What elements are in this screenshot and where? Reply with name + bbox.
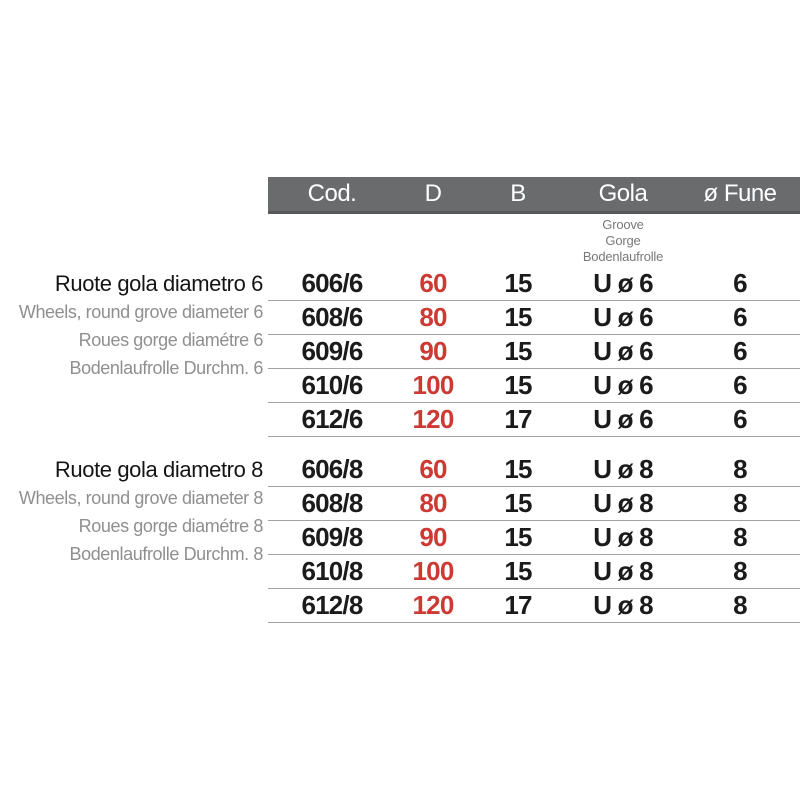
cell-d: 100 <box>412 556 455 586</box>
column-header-b: B <box>510 180 526 207</box>
table-row: 609/6 90 15 U ø 6 6 <box>268 335 800 369</box>
cell-gola: U ø 6 <box>593 302 653 332</box>
column-header-gola: Gola <box>598 180 648 207</box>
cell-b: 17 <box>504 404 532 434</box>
cell-b: 15 <box>504 302 532 332</box>
gola-subtitle-fr: Gorge <box>605 233 641 248</box>
cell-fune: 8 <box>733 590 747 620</box>
cell-d: 80 <box>419 302 447 332</box>
cell-b: 15 <box>504 522 532 552</box>
section-title: Ruote gola diametro 8 <box>54 457 263 482</box>
table-row: 606/6 60 15 U ø 6 6 <box>268 267 800 301</box>
table-row: 612/6 120 17 U ø 6 6 <box>268 403 800 437</box>
cell-cod: 610/6 <box>301 370 363 400</box>
cell-fune: 6 <box>733 370 747 400</box>
cell-gola: U ø 8 <box>593 590 653 620</box>
section-labels-diam8: Ruote gola diametro 8 Wheels, round grov… <box>0 455 264 568</box>
table-row: 610/6 100 15 U ø 6 6 <box>268 369 800 403</box>
cell-gola: U ø 6 <box>593 404 653 434</box>
cell-d: 100 <box>412 370 455 400</box>
cell-b: 17 <box>504 590 532 620</box>
spec-table-diam8: 606/8 60 15 U ø 8 8 608/8 80 15 U ø 8 8 … <box>268 453 800 623</box>
cell-gola: U ø 6 <box>593 336 653 366</box>
cell-cod: 606/6 <box>301 268 363 298</box>
cell-fune: 6 <box>733 404 747 434</box>
section-subtitle-de: Bodenlaufrolle Durchm. 8 <box>69 544 263 564</box>
gola-subtitle-en: Groove <box>602 217 644 232</box>
cell-b: 15 <box>504 488 532 518</box>
table-row: 612/8 120 17 U ø 8 8 <box>268 589 800 623</box>
cell-b: 15 <box>504 454 532 484</box>
cell-cod: 608/8 <box>301 488 363 518</box>
cell-d: 60 <box>419 268 447 298</box>
spec-table-diam6: 606/6 60 15 U ø 6 6 608/6 80 15 U ø 6 6 … <box>268 267 800 437</box>
table-row: 608/6 80 15 U ø 6 6 <box>268 301 800 335</box>
cell-b: 15 <box>504 556 532 586</box>
column-header-fune: ø Fune <box>703 180 777 207</box>
section-subtitle-fr: Roues gorge diamétre 8 <box>78 516 264 536</box>
table-header-bar: Cod. D B Gola ø Fune <box>268 177 800 214</box>
cell-d: 120 <box>412 590 455 620</box>
cell-gola: U ø 8 <box>593 522 653 552</box>
cell-cod: 612/6 <box>301 404 363 434</box>
table-row: 608/8 80 15 U ø 8 8 <box>268 487 800 521</box>
cell-cod: 609/6 <box>301 336 363 366</box>
section-labels-diam6: Ruote gola diametro 6 Wheels, round grov… <box>0 269 264 382</box>
table-row: 610/8 100 15 U ø 8 8 <box>268 555 800 589</box>
section-subtitle-en: Wheels, round grove diameter 8 <box>18 488 264 508</box>
cell-fune: 6 <box>733 302 747 332</box>
table-row: 609/8 90 15 U ø 8 8 <box>268 521 800 555</box>
cell-b: 15 <box>504 336 532 366</box>
section-title: Ruote gola diametro 6 <box>54 271 263 296</box>
cell-d: 90 <box>419 336 447 366</box>
cell-gola: U ø 8 <box>593 488 653 518</box>
cell-cod: 608/6 <box>301 302 363 332</box>
cell-cod: 609/8 <box>301 522 363 552</box>
cell-b: 15 <box>504 268 532 298</box>
cell-d: 90 <box>419 522 447 552</box>
cell-fune: 8 <box>733 556 747 586</box>
column-header-d: D <box>424 180 442 207</box>
cell-fune: 6 <box>733 336 747 366</box>
cell-fune: 8 <box>733 488 747 518</box>
section-subtitle-fr: Roues gorge diamétre 6 <box>78 330 264 350</box>
cell-gola: U ø 6 <box>593 370 653 400</box>
cell-gola: U ø 8 <box>593 556 653 586</box>
cell-cod: 610/8 <box>301 556 363 586</box>
cell-fune: 6 <box>733 268 747 298</box>
cell-gola: U ø 6 <box>593 268 653 298</box>
gola-subheader: Groove Gorge Bodenlaufrolle <box>566 217 680 265</box>
cell-fune: 8 <box>733 522 747 552</box>
cell-d: 80 <box>419 488 447 518</box>
section-subtitle-en: Wheels, round grove diameter 6 <box>18 302 264 322</box>
cell-fune: 8 <box>733 454 747 484</box>
cell-cod: 612/8 <box>301 590 363 620</box>
cell-d: 120 <box>412 404 455 434</box>
cell-gola: U ø 8 <box>593 454 653 484</box>
gola-subtitle-de: Bodenlaufrolle <box>582 249 664 264</box>
cell-d: 60 <box>419 454 447 484</box>
section-subtitle-de: Bodenlaufrolle Durchm. 6 <box>69 358 263 378</box>
column-header-cod: Cod. <box>307 180 357 207</box>
cell-b: 15 <box>504 370 532 400</box>
cell-cod: 606/8 <box>301 454 363 484</box>
table-row: 606/8 60 15 U ø 8 8 <box>268 453 800 487</box>
